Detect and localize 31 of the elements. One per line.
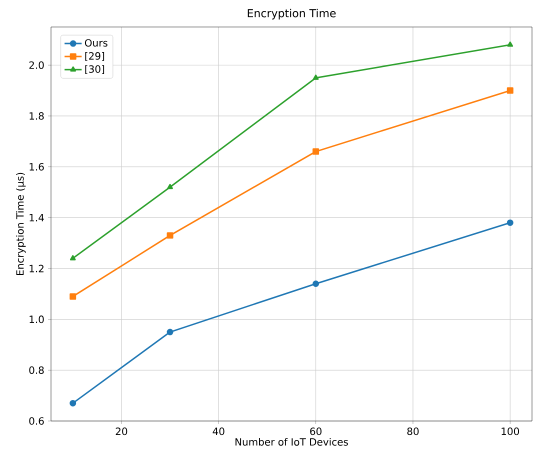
point [312, 74, 319, 80]
point [70, 255, 76, 260]
point [506, 219, 514, 226]
y-tick-label: 1.0 [30, 316, 44, 324]
point [70, 400, 76, 406]
y-tick-label: 1.2 [30, 264, 44, 272]
x-tick-label: 80 [407, 428, 419, 436]
x-tick-label: 60 [310, 428, 322, 436]
y-tick-label: 2.0 [29, 61, 44, 69]
y-tick-label: 1.8 [30, 112, 44, 120]
y-tick-label: 1.4 [30, 214, 44, 222]
x-tick-label: 20 [116, 428, 128, 436]
x-tick-label: 40 [212, 428, 224, 436]
y-tick-label: 0.6 [29, 417, 44, 425]
point [312, 280, 320, 287]
legend-label: [30] [85, 65, 104, 74]
point [506, 87, 514, 94]
point [167, 184, 173, 190]
point [70, 293, 76, 300]
legend-label: [29] [85, 52, 104, 61]
y-tick-label: 0.8 [29, 366, 44, 374]
x-axis-title: Number of IoT Devices [236, 438, 348, 446]
point [507, 42, 514, 47]
legend-label: Ours [84, 39, 108, 47]
x-tick-label: 100 [502, 428, 520, 436]
point [166, 232, 174, 239]
chart-title: Encryption Time [248, 8, 336, 20]
y-tick-label: 1.6 [30, 163, 44, 171]
point [166, 328, 174, 336]
y-axis-title: Encryption Time (µs) [16, 172, 26, 275]
point [312, 148, 320, 155]
